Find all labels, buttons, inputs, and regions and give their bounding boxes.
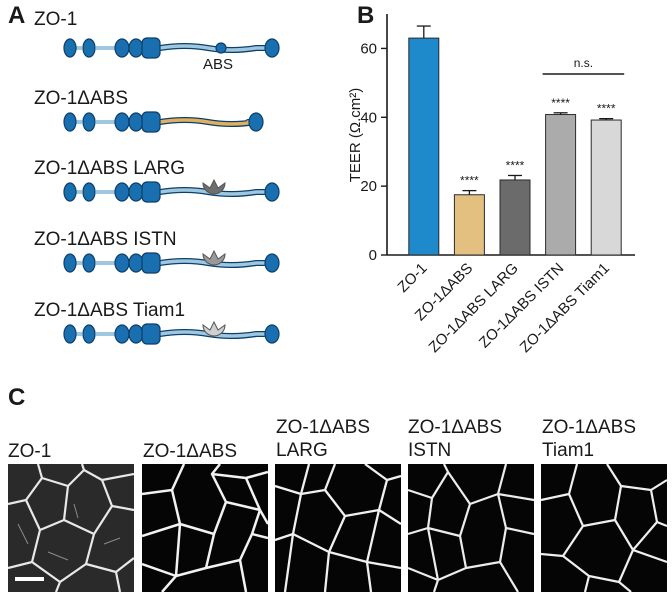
x-tick-label: ZO-1ΔABS ISTN (476, 260, 568, 352)
micrograph-image (408, 464, 534, 592)
cell-junction-image (408, 464, 534, 592)
x-tick-label: ZO-1 (394, 260, 430, 296)
gk-domain (141, 37, 161, 59)
c-terminal-domain (248, 112, 264, 132)
c-terminal-domain (264, 324, 280, 344)
y-tick-label: 0 (369, 247, 377, 264)
pdz-domain (82, 112, 96, 132)
pdz-domain (82, 324, 96, 344)
linker-tail (158, 118, 257, 126)
bar (590, 119, 622, 256)
y-axis-label: TEER (Ω.cm²) (347, 88, 364, 183)
construct-diagram (63, 37, 280, 59)
construct-diagram (63, 178, 280, 203)
construct-diagram (63, 320, 280, 345)
construct-label: ZO-1ΔABS LARG (34, 158, 186, 179)
gk-domain (141, 252, 161, 274)
cell-junction-image (275, 464, 401, 592)
significance-label: **** (460, 174, 479, 188)
construct-label: ZO-1ΔABS (34, 88, 128, 109)
pdz-domain (63, 112, 77, 132)
cell-junction-image (142, 464, 268, 592)
significance-label: **** (506, 158, 525, 172)
bar (408, 37, 440, 256)
abs-label: ABS (203, 56, 234, 73)
gef-domain (202, 320, 226, 337)
pdz-domain (82, 38, 96, 58)
domain-diagram (63, 37, 280, 345)
gef-domain (202, 249, 226, 266)
gk-domain (141, 181, 161, 203)
micrograph-image (541, 464, 667, 592)
panel-letter-c: C (8, 384, 26, 411)
micrograph-image (8, 464, 134, 592)
pdz-domain (82, 182, 96, 202)
cell-junction-image (8, 464, 134, 592)
bar (453, 194, 485, 256)
significance-label: **** (551, 96, 570, 110)
pdz-domain (63, 324, 77, 344)
y-tick-label: 20 (360, 178, 377, 195)
significance-label: **** (597, 102, 616, 116)
scale-bar (15, 577, 44, 581)
linker-tail (158, 44, 266, 52)
c-terminal-domain (264, 253, 280, 273)
bar (545, 114, 577, 256)
construct-label: ZO-1ΔABS Tiam1 (34, 300, 186, 321)
micrograph-label: ZO-1ΔABS Tiam1 (542, 417, 636, 461)
c-terminal-domain (264, 38, 280, 58)
micrograph-image (275, 464, 401, 592)
panel-letter-a: A (8, 2, 26, 29)
y-tick-label: 40 (360, 109, 377, 126)
micrograph-label: ZO-1ΔABS ISTN (408, 417, 502, 461)
gk-domain (141, 323, 161, 345)
construct-label: ZO-1ΔABS ISTN (34, 229, 177, 250)
pdz-domain (63, 253, 77, 273)
construct-label: ZO-1 (34, 9, 78, 30)
comparison-label: n.s. (574, 56, 593, 70)
c-terminal-domain (264, 182, 280, 202)
micrograph-label: ZO-1ΔABS (143, 441, 237, 462)
pdz-domain (82, 253, 96, 273)
bar (499, 179, 531, 256)
pdz-domain (63, 38, 77, 58)
construct-diagram (63, 111, 264, 133)
gef-domain (202, 178, 226, 195)
cell-junction-image (541, 464, 667, 592)
panel-letter-b: B (357, 2, 375, 29)
y-tick-label: 60 (360, 40, 377, 57)
gk-domain (141, 111, 161, 133)
micrograph-image (142, 464, 268, 592)
micrograph-label: ZO-1 (8, 441, 52, 462)
pdz-domain (63, 182, 77, 202)
micrograph-label: ZO-1ΔABS LARG (276, 417, 370, 461)
abs-domain (215, 42, 227, 54)
construct-diagram (63, 249, 280, 274)
